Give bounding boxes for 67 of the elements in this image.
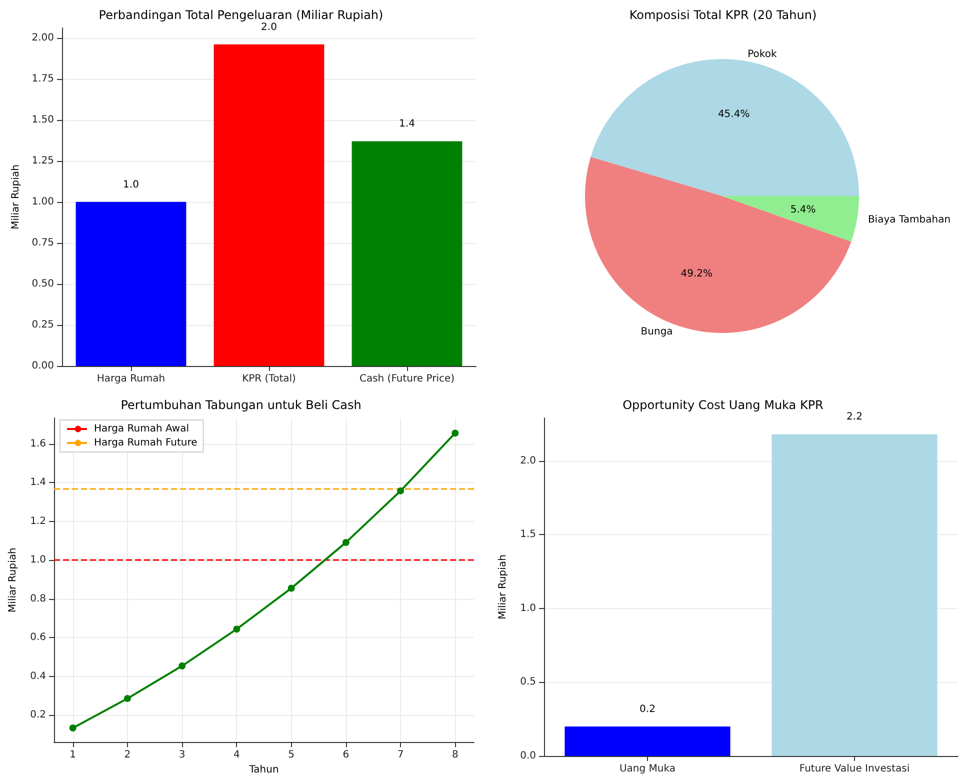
y-tick-label: 0.5 — [520, 676, 536, 688]
y-tick-label: 1.2 — [30, 516, 46, 527]
y-tick-label: 2.0 — [520, 455, 536, 466]
bar — [214, 44, 324, 366]
y-tick-label: 1.0 — [520, 602, 536, 614]
x-tick-label: 5 — [288, 750, 294, 761]
data-label: 0.2 — [640, 704, 656, 715]
y-tick-label: 1.4 — [30, 477, 46, 488]
y-axis-title: Miliar Rupiah — [498, 554, 508, 620]
y-tick-label: 0.6 — [30, 632, 46, 644]
y-axis-title: Miliar Rupiah — [10, 164, 22, 230]
x-tick-label: 1 — [70, 750, 76, 761]
y-tick-label: 0.0 — [520, 750, 536, 762]
y-tick-label: 0.50 — [32, 278, 54, 290]
y-axis-title: Miliar Rupiah — [8, 548, 18, 612]
slice-label: Biaya Tambahan — [868, 214, 951, 226]
point — [69, 724, 76, 732]
data-label: 2.0 — [261, 22, 277, 33]
point — [178, 662, 186, 670]
y-tick-label: 0.25 — [32, 319, 54, 330]
y-tick-label: 0.75 — [32, 237, 54, 248]
y-tick-label: 1.50 — [32, 114, 54, 126]
x-tick-label: Cash (Future Price) — [359, 374, 455, 384]
y-tick-label: 0.00 — [32, 360, 54, 372]
bar — [76, 202, 186, 366]
y-tick-label: 2.00 — [32, 32, 54, 44]
y-tick-label: 1.00 — [32, 196, 54, 208]
point — [233, 626, 240, 633]
y-tick-label: 0.4 — [30, 670, 46, 682]
point — [124, 694, 131, 702]
x-tick-label: 2 — [124, 750, 131, 761]
legend-label: Harga Rumah Future — [94, 438, 198, 448]
y-tick-label: 1.75 — [32, 73, 54, 84]
y-tick-label: 0.8 — [30, 593, 46, 604]
x-tick-label: Harga Rumah — [96, 374, 166, 384]
slice-label: Bunga — [640, 326, 673, 338]
y-tick-label: 1.0 — [30, 554, 46, 566]
x-tick-label: Future Value Investasi — [799, 764, 910, 774]
x-tick-label: 3 — [178, 750, 186, 761]
data-label: 1.4 — [399, 118, 415, 130]
x-tick-label: Uang Muka — [619, 764, 676, 774]
data-label: 5.4% — [790, 204, 816, 216]
chart-title: Pertumbuhan Tabungan untuk Beli Cash — [120, 398, 362, 412]
chart-title: Perbandingan Total Pengeluaran (Miliar Rupiah) — [98, 8, 384, 22]
point — [288, 584, 295, 592]
point — [342, 538, 350, 546]
data-label: 1.0 — [123, 179, 139, 190]
y-tick-label: 0.2 — [30, 710, 46, 721]
data-label: 45.4% — [718, 109, 750, 120]
legend-label: Harga Rumah Awal — [94, 424, 189, 434]
x-tick-label: KPR (Total) — [242, 374, 296, 384]
point — [452, 430, 459, 437]
data-label: 2.2 — [846, 412, 862, 423]
chart-title: Komposisi Total KPR (20 Tahun) — [629, 8, 817, 22]
slice-label: Pokok — [748, 48, 777, 60]
data-label: 49.2% — [680, 268, 712, 280]
y-tick-label: 1.5 — [520, 529, 536, 540]
x-tick-label: 4 — [234, 750, 240, 761]
bar — [352, 141, 462, 366]
x-tick-label: 6 — [342, 750, 350, 761]
x-axis-title: Tahun — [248, 764, 279, 776]
point — [397, 487, 404, 494]
x-tick-label: 7 — [397, 750, 404, 761]
y-tick-label: 1.6 — [30, 438, 46, 450]
chart-title: Opportunity Cost Uang Muka KPR — [622, 398, 824, 412]
y-tick-label: 1.25 — [32, 155, 54, 166]
x-tick-label: 8 — [452, 750, 458, 761]
